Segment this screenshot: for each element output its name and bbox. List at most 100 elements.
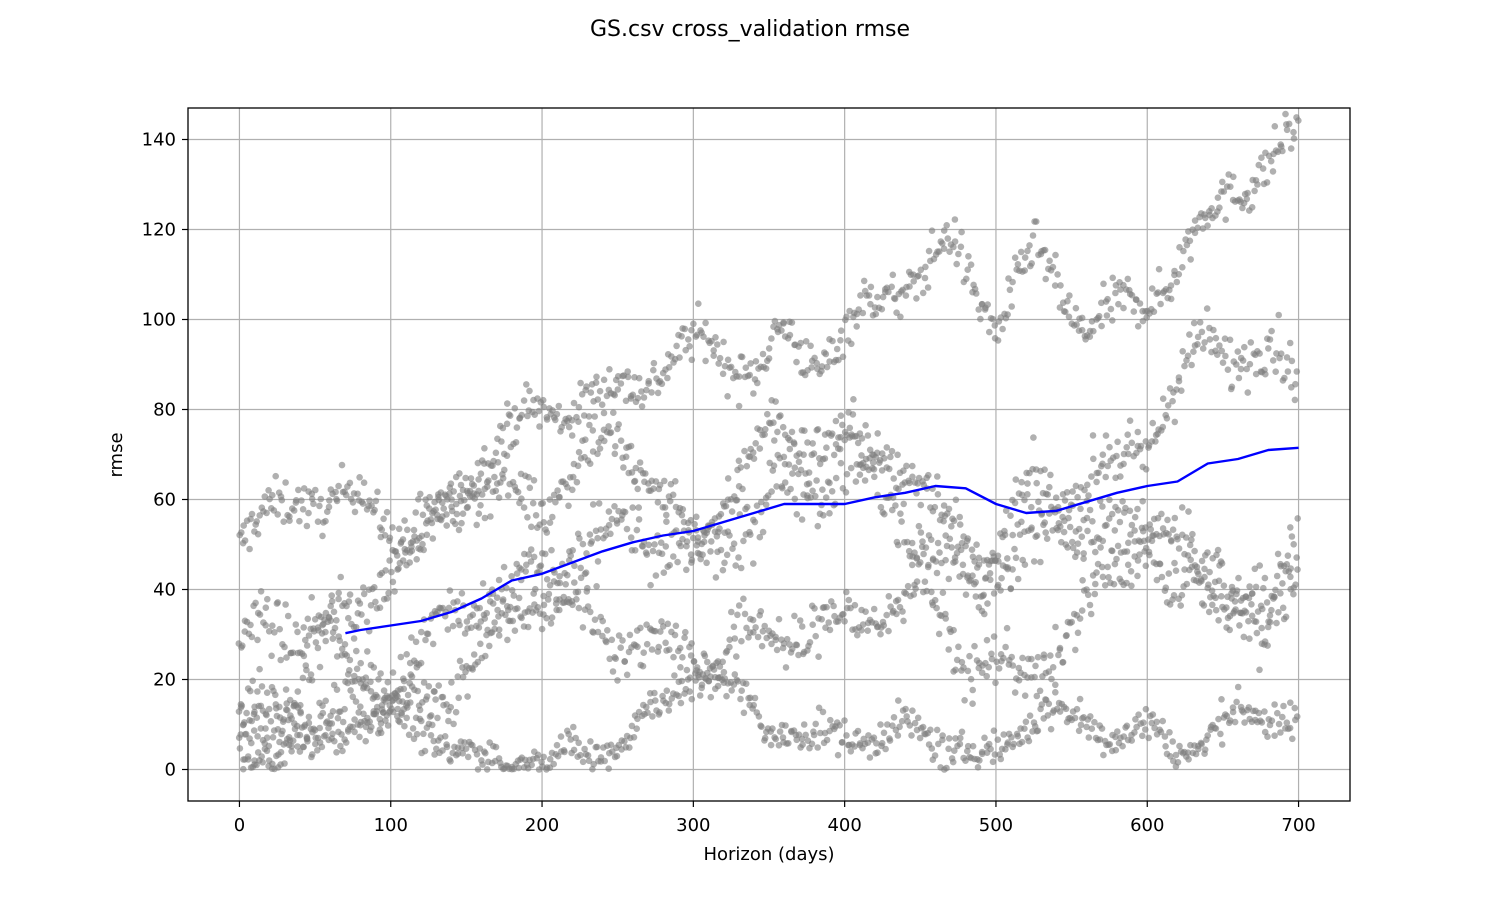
scatter-point: [913, 554, 921, 561]
scatter-point: [1109, 317, 1116, 324]
scatter-point: [328, 592, 336, 599]
scatter-point: [955, 250, 962, 258]
scatter-point: [985, 740, 993, 748]
scatter-point: [1165, 570, 1173, 577]
scatter-point: [277, 656, 285, 664]
scatter-point: [716, 525, 723, 532]
scatter-point: [679, 654, 686, 661]
scatter-point: [1136, 300, 1144, 307]
scatter-point: [543, 576, 551, 583]
scatter-point: [364, 714, 371, 722]
scatter-point: [743, 503, 751, 511]
scatter-point: [1125, 450, 1132, 458]
scatter-point: [728, 508, 736, 515]
scatter-point: [349, 693, 357, 701]
scatter-point: [491, 473, 498, 481]
scatter-point: [1191, 229, 1199, 237]
scatter-point: [649, 713, 656, 720]
scatter-point: [326, 497, 333, 504]
scatter-point: [1123, 444, 1130, 451]
scatter-point: [862, 608, 869, 615]
scatter-point: [495, 576, 503, 584]
scatter-point: [322, 637, 330, 645]
scatter-point: [1142, 726, 1149, 733]
scatter-point: [782, 722, 789, 729]
scatter-point: [770, 462, 778, 470]
scatter-point: [543, 416, 551, 423]
scatter-point: [1189, 530, 1196, 538]
scatter-point: [791, 612, 798, 620]
scatter-point: [532, 512, 540, 519]
scatter-point: [1178, 387, 1185, 395]
scatter-point: [1293, 713, 1301, 720]
scatter-point: [524, 623, 532, 631]
scatter-point: [666, 700, 673, 708]
scatter-point: [1221, 606, 1228, 613]
scatter-point: [345, 614, 352, 622]
scatter-point: [737, 464, 744, 471]
scatter-point: [774, 428, 781, 436]
scatter-point: [1018, 491, 1026, 499]
scatter-point: [457, 481, 465, 489]
scatter-point: [843, 313, 850, 321]
scatter-point: [773, 646, 781, 654]
scatter-point: [841, 717, 848, 724]
scatter-point: [1226, 336, 1234, 344]
scatter-point: [301, 721, 309, 729]
scatter-point: [992, 679, 999, 687]
scatter-point: [743, 462, 751, 470]
scatter-point: [1162, 584, 1170, 591]
scatter-point: [613, 752, 621, 760]
scatter-point: [851, 743, 858, 750]
scatter-point: [1256, 562, 1263, 569]
scatter-point: [685, 336, 692, 343]
scatter-point: [644, 709, 651, 716]
scatter-point: [443, 743, 451, 751]
scatter-point: [1171, 559, 1178, 567]
scatter-point: [1241, 343, 1248, 351]
scatter-point: [1089, 518, 1096, 525]
scatter-point: [493, 594, 501, 601]
scatter-point: [586, 531, 594, 538]
scatter-point: [1063, 489, 1071, 496]
scatter-point: [406, 559, 414, 566]
scatter-point: [298, 497, 305, 504]
scatter-point: [420, 679, 428, 686]
scatter-point: [919, 538, 926, 545]
scatter-point: [1220, 582, 1228, 589]
scatter-point: [459, 510, 467, 517]
scatter-point: [404, 704, 411, 711]
scatter-point: [1100, 280, 1107, 288]
scatter-point: [534, 751, 542, 759]
scatter-point: [506, 412, 514, 420]
scatter-point: [462, 474, 469, 482]
scatter-point: [927, 536, 935, 543]
scatter-point: [837, 327, 845, 335]
scatter-point: [606, 655, 613, 663]
scatter-point: [461, 630, 469, 637]
scatter-point: [605, 423, 612, 430]
scatter-point: [1254, 181, 1261, 188]
scatter-point: [1126, 417, 1134, 425]
scatter-point: [714, 341, 721, 348]
scatter-point: [308, 594, 316, 601]
scatter-point: [1287, 573, 1294, 581]
scatter-point: [1164, 402, 1172, 409]
scatter-point: [904, 538, 911, 546]
scatter-point: [539, 396, 547, 404]
scatter-point: [874, 293, 881, 301]
scatter-point: [948, 523, 955, 530]
scatter-point: [547, 620, 555, 627]
scatter-point: [812, 720, 819, 728]
scatter-point: [843, 732, 850, 739]
scatter-point: [416, 706, 424, 714]
scatter-point: [883, 444, 891, 451]
scatter-point: [503, 603, 511, 610]
scatter-point: [1019, 654, 1026, 662]
scatter-point: [305, 632, 313, 639]
scatter-point: [834, 751, 842, 759]
scatter-point: [572, 734, 579, 742]
scatter-point: [1112, 733, 1119, 741]
scatter-point: [1222, 352, 1229, 360]
scatter-point: [515, 594, 523, 602]
